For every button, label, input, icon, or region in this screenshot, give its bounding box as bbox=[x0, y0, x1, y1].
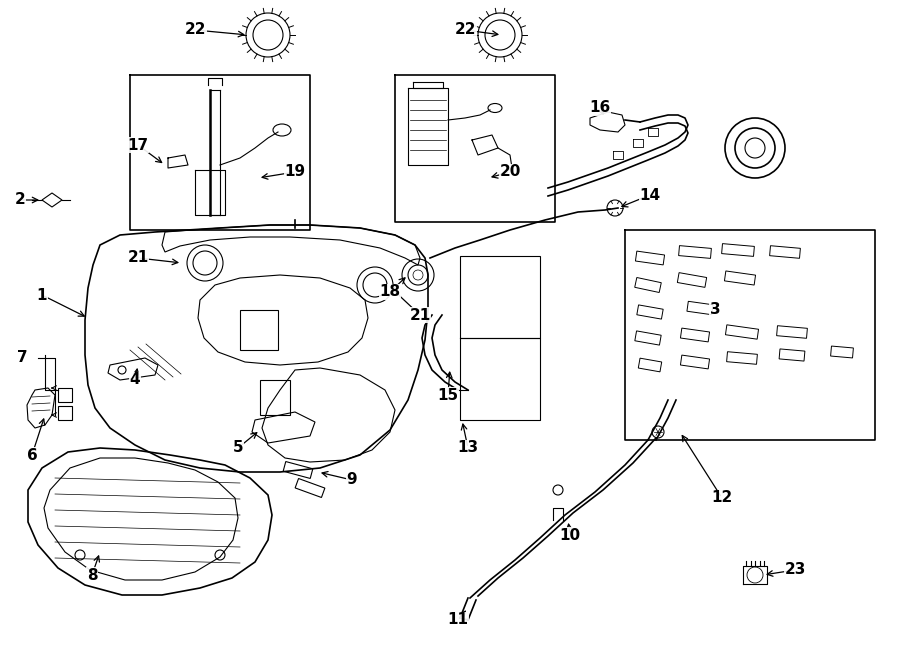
Text: 7: 7 bbox=[17, 350, 27, 366]
Text: 11: 11 bbox=[447, 613, 469, 627]
Text: 23: 23 bbox=[784, 563, 806, 578]
Text: 1: 1 bbox=[37, 288, 47, 303]
Text: 2: 2 bbox=[14, 192, 25, 208]
Bar bbox=[58, 388, 72, 402]
Text: 21: 21 bbox=[128, 251, 148, 266]
Text: 20: 20 bbox=[500, 165, 521, 180]
Bar bbox=[58, 406, 72, 420]
Text: 6: 6 bbox=[27, 447, 38, 463]
Text: 3: 3 bbox=[710, 303, 720, 317]
Text: 19: 19 bbox=[284, 165, 306, 180]
Text: 10: 10 bbox=[560, 527, 580, 543]
Text: 17: 17 bbox=[128, 137, 148, 153]
Text: 12: 12 bbox=[711, 490, 733, 506]
Text: 5: 5 bbox=[233, 440, 243, 455]
Text: 18: 18 bbox=[380, 284, 400, 299]
Text: 22: 22 bbox=[454, 22, 476, 38]
Bar bbox=[460, 256, 540, 338]
Text: 15: 15 bbox=[437, 387, 459, 403]
Text: 16: 16 bbox=[590, 100, 610, 116]
Text: 9: 9 bbox=[346, 473, 357, 488]
Text: 21: 21 bbox=[410, 307, 430, 323]
Text: 14: 14 bbox=[639, 188, 661, 202]
Text: 22: 22 bbox=[184, 22, 206, 38]
Text: 13: 13 bbox=[457, 440, 479, 455]
Text: 8: 8 bbox=[86, 568, 97, 582]
Text: 4: 4 bbox=[130, 373, 140, 387]
